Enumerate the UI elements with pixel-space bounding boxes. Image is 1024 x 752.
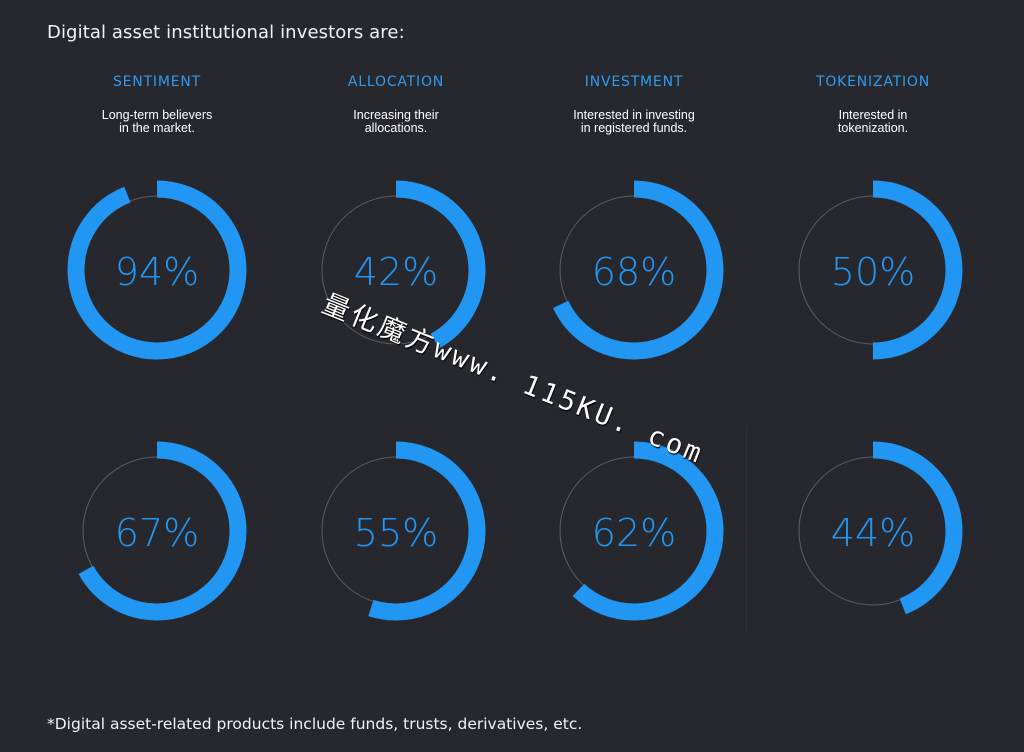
col-subtitle-sentiment: Long-term believers in the market. (57, 109, 257, 135)
col-title-tokenization: TOKENIZATION (815, 74, 931, 90)
col-subtitle-line: Increasing their (353, 108, 439, 122)
donut-value-label: 42% (354, 250, 438, 294)
col-subtitle-investment: Interested in investing in registered fu… (534, 109, 734, 135)
col-subtitle-line: Interested in investing (573, 108, 695, 122)
donut-arc-tokenization-2 (783, 441, 963, 621)
donut-value-label: 94% (115, 250, 199, 294)
col-subtitle-line: Interested in (838, 108, 908, 122)
donut-value-label: 68% (592, 250, 676, 294)
col-subtitle-line: in the market. (119, 121, 195, 135)
col-subtitle-line: tokenization. (837, 121, 909, 135)
donut-arc-allocation-1 (306, 180, 486, 360)
col-subtitle-line: Long-term believers (101, 108, 213, 122)
col-title-investment: INVESTMENT (584, 74, 684, 90)
col-title-allocation: ALLOCATION (347, 74, 445, 90)
donut-arc-tokenization-1 (783, 180, 963, 360)
heading: Digital asset institutional investors ar… (47, 22, 405, 43)
donut-arc-investment-1 (544, 180, 724, 360)
col-subtitle-line: in registered funds. (580, 121, 688, 135)
footnote: *Digital asset-related products include … (47, 715, 583, 733)
donut-arc-allocation-2 (306, 441, 486, 621)
col-title-sentiment: SENTIMENT (112, 74, 202, 90)
donut-arc-sentiment-2 (67, 441, 247, 621)
col-subtitle-allocation: Increasing their allocations. (296, 109, 496, 135)
donut-arc-sentiment-1 (67, 180, 247, 360)
col-subtitle-tokenization: Interested in tokenization. (773, 109, 973, 135)
donut-value-label: 44% (831, 511, 915, 555)
donut-arc-investment-2 (544, 441, 724, 621)
donut-value-label: 62% (592, 511, 676, 555)
donut-value-label: 50% (831, 250, 915, 294)
donut-value-label: 55% (354, 511, 438, 555)
col-subtitle-line: allocations. (364, 121, 428, 135)
column-divider (746, 425, 747, 635)
donut-value-label: 67% (115, 511, 199, 555)
